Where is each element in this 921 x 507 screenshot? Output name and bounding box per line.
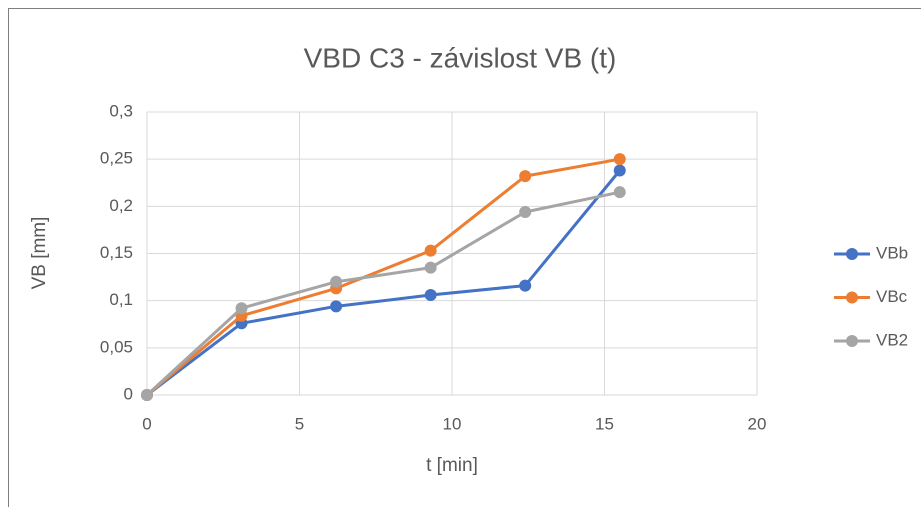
y-tick-label: 0,2 <box>109 196 133 215</box>
x-tick-label: 15 <box>595 414 614 433</box>
data-point <box>330 275 343 288</box>
data-point <box>235 302 248 315</box>
data-point <box>141 389 153 401</box>
data-point <box>424 261 437 274</box>
x-tick-label: 20 <box>748 414 767 433</box>
legend-marker <box>846 335 858 347</box>
x-tick-label: 10 <box>443 414 462 433</box>
series-line <box>145 190 621 397</box>
data-point <box>613 186 626 199</box>
data-point <box>613 164 626 177</box>
chart-frame <box>8 8 921 507</box>
legend-marker <box>846 291 858 304</box>
y-tick-label: 0,15 <box>100 243 133 262</box>
y-tick-label: 0,25 <box>100 149 133 168</box>
series-line <box>146 157 621 397</box>
data-point <box>424 289 437 302</box>
y-axis-label: VB [mm] <box>29 217 50 290</box>
x-tick-label: 0 <box>142 414 151 433</box>
x-axis-label: t [min] <box>426 455 478 476</box>
chart-title: VBD C3 - závislost VB (t) <box>304 42 617 73</box>
x-tick-label: 5 <box>295 414 304 433</box>
y-tick-label: 0,3 <box>109 101 133 120</box>
legend-label: VB2 <box>876 330 908 349</box>
legend-marker <box>846 248 858 260</box>
data-point <box>330 300 343 313</box>
y-tick-label: 0,1 <box>109 290 133 309</box>
data-point <box>424 244 437 257</box>
y-tick-label: 0,05 <box>100 337 133 356</box>
series-line <box>146 169 621 397</box>
data-point <box>613 153 626 166</box>
legend-label: VBb <box>876 243 908 262</box>
data-point <box>519 170 532 183</box>
legend-label: VBc <box>876 287 908 306</box>
y-tick-label: 0 <box>124 384 133 403</box>
data-point <box>519 205 532 218</box>
data-point <box>519 279 532 292</box>
